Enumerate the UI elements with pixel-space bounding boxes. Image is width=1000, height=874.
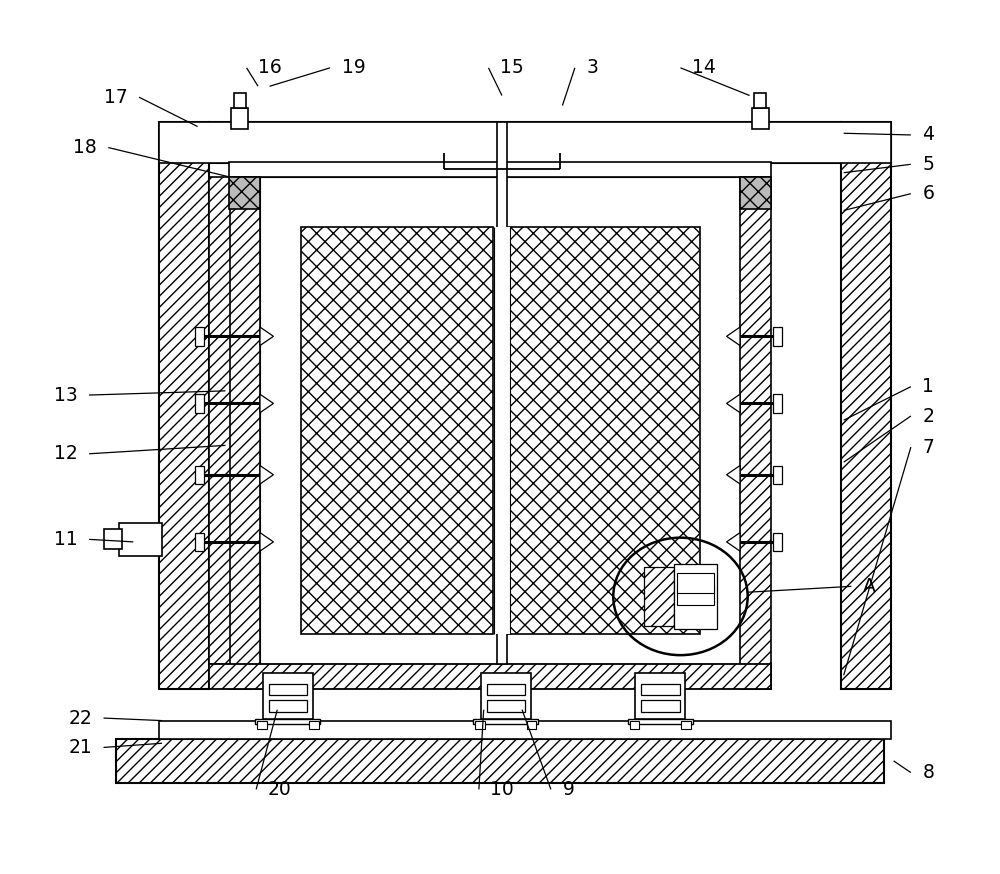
Text: 9: 9 — [562, 780, 574, 799]
Bar — [116, 739, 884, 783]
Text: 5: 5 — [922, 155, 934, 174]
Polygon shape — [260, 466, 273, 484]
Text: 17: 17 — [104, 87, 128, 107]
Polygon shape — [727, 466, 740, 484]
Text: 6: 6 — [922, 184, 934, 203]
Bar — [234, 93, 246, 108]
Bar — [231, 108, 248, 129]
Text: 4: 4 — [922, 126, 934, 144]
Bar — [773, 532, 782, 551]
Bar — [635, 673, 685, 719]
Text: 18: 18 — [73, 138, 97, 157]
Bar — [677, 585, 714, 605]
Bar — [508, 227, 700, 635]
Bar — [773, 394, 782, 413]
Bar — [229, 162, 771, 177]
Text: 20: 20 — [268, 780, 291, 799]
Bar — [752, 108, 769, 129]
Text: 8: 8 — [922, 763, 934, 782]
Text: 7: 7 — [922, 438, 934, 456]
Text: 1: 1 — [922, 378, 934, 396]
Text: 16: 16 — [258, 59, 282, 77]
Bar — [229, 177, 260, 689]
Bar — [740, 177, 771, 689]
Bar — [195, 394, 204, 413]
Bar — [487, 700, 525, 712]
Bar — [740, 177, 771, 209]
Text: 14: 14 — [692, 59, 716, 77]
Bar — [159, 720, 891, 739]
Bar — [674, 564, 717, 628]
Bar — [527, 720, 536, 729]
Bar — [641, 683, 680, 696]
Polygon shape — [727, 532, 740, 551]
Bar — [754, 93, 766, 108]
Polygon shape — [260, 532, 273, 551]
Bar — [677, 573, 714, 593]
Bar — [257, 720, 267, 729]
Bar — [681, 720, 691, 729]
Bar — [487, 683, 525, 696]
Text: 3: 3 — [586, 59, 598, 77]
Bar — [255, 719, 320, 724]
Bar — [159, 122, 209, 689]
Bar — [481, 673, 531, 719]
Polygon shape — [727, 394, 740, 413]
Bar — [841, 122, 891, 689]
Polygon shape — [727, 327, 740, 345]
Bar — [209, 122, 841, 163]
Bar — [209, 663, 771, 689]
Text: 13: 13 — [54, 385, 78, 405]
Bar — [119, 523, 162, 556]
Bar — [159, 122, 891, 163]
Polygon shape — [260, 394, 273, 413]
Text: 15: 15 — [500, 59, 524, 77]
Bar — [195, 327, 204, 345]
Bar — [628, 719, 693, 724]
Bar — [497, 121, 507, 663]
Polygon shape — [260, 327, 273, 345]
Text: A: A — [863, 577, 876, 596]
Text: 21: 21 — [68, 738, 92, 757]
Bar — [309, 720, 319, 729]
Bar — [229, 177, 260, 209]
Text: 19: 19 — [342, 59, 365, 77]
Text: 2: 2 — [922, 406, 934, 426]
Bar — [269, 683, 307, 696]
Bar — [269, 700, 307, 712]
Bar — [475, 720, 485, 729]
Bar — [301, 227, 493, 635]
Text: 12: 12 — [54, 444, 78, 463]
Bar — [473, 719, 538, 724]
Text: 10: 10 — [490, 780, 514, 799]
Bar — [104, 530, 122, 550]
Text: 22: 22 — [68, 709, 92, 727]
Text: 11: 11 — [54, 530, 78, 549]
Bar — [773, 466, 782, 484]
Bar — [773, 327, 782, 345]
Bar — [263, 673, 313, 719]
Bar — [494, 227, 510, 635]
Bar — [195, 466, 204, 484]
Bar — [644, 567, 674, 626]
Bar — [260, 177, 740, 663]
Bar — [630, 720, 639, 729]
Bar — [209, 177, 230, 663]
Bar — [195, 532, 204, 551]
Bar — [641, 700, 680, 712]
